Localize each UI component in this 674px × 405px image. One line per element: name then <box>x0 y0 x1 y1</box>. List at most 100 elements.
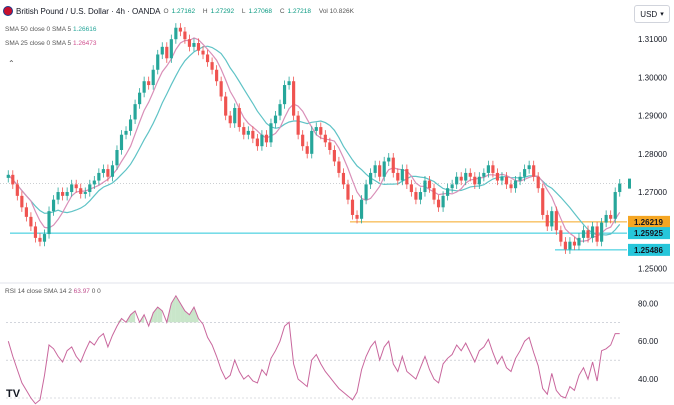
candle <box>110 160 115 182</box>
candle <box>590 221 595 243</box>
candle <box>486 160 490 178</box>
candle-body <box>446 188 450 196</box>
candle-body <box>29 216 33 227</box>
candle-body <box>106 169 110 177</box>
candle <box>269 118 273 147</box>
candle <box>373 160 377 178</box>
rsi-overbought-fill <box>130 310 136 323</box>
candle <box>74 179 78 193</box>
level-label-bg <box>628 227 670 240</box>
candle-body <box>246 130 250 135</box>
candle <box>595 221 599 247</box>
candle-body <box>61 192 65 196</box>
candle <box>201 46 205 60</box>
candle <box>169 34 173 63</box>
candle-body <box>409 184 413 193</box>
candle-body <box>196 43 201 51</box>
candle <box>119 130 124 155</box>
candle-body <box>459 176 463 181</box>
level-label-text: 1.25486 <box>634 246 663 255</box>
support-resistance-levels <box>0 183 627 251</box>
candle-body <box>414 192 418 200</box>
price-tick-label: 1.28000 <box>638 150 667 159</box>
currency-selector[interactable]: USD ▾ <box>634 5 670 23</box>
candle-body <box>468 172 472 177</box>
candle <box>491 160 495 178</box>
candle-body <box>396 172 400 181</box>
candle <box>260 130 264 151</box>
tradingview-logo-icon[interactable]: TV <box>6 388 21 400</box>
candle <box>355 210 359 224</box>
candle <box>47 206 51 239</box>
candle-body <box>187 39 192 47</box>
ohlc-close: C 1.27218 <box>279 7 312 15</box>
candle <box>359 195 364 224</box>
candle-body <box>495 172 500 181</box>
candle <box>323 130 327 147</box>
price-tick-label: 1.29000 <box>638 112 667 121</box>
candle <box>337 156 341 178</box>
candle-body <box>604 214 608 223</box>
candle <box>382 156 386 182</box>
rsi-axis[interactable]: 80.00 60.00 40.00 <box>638 299 659 384</box>
price-tick-label: 1.27000 <box>638 188 667 197</box>
price-tick-label: 1.30000 <box>638 73 667 82</box>
chevron-up-icon[interactable]: ⌃ <box>8 59 15 68</box>
sma50-value: 1.26616 <box>72 26 97 33</box>
candle-body <box>572 241 577 246</box>
rsi-extra: 0 0 <box>91 288 101 295</box>
candle-body <box>115 150 119 166</box>
candle <box>613 187 617 224</box>
candle <box>550 206 554 232</box>
candle-body <box>183 31 187 40</box>
candle <box>418 187 423 205</box>
candle-body <box>436 199 441 208</box>
candle-body <box>455 176 459 185</box>
rsi-legend[interactable]: RSI 14 close SMA 14 2 63.97 0 0 <box>5 288 101 295</box>
symbol-title[interactable]: British Pound / U.S. Dollar · 4h · OANDA <box>16 6 161 16</box>
sma50-legend[interactable]: SMA 50 close 0 SMA 5 1.26616 <box>5 26 96 33</box>
candle-body <box>504 176 509 185</box>
rsi-overbought-fill <box>148 312 154 323</box>
candle-body <box>450 184 454 189</box>
candle-body <box>201 50 205 55</box>
candle-body <box>233 107 237 124</box>
candle <box>446 183 450 201</box>
candle <box>128 114 133 136</box>
candle-body <box>282 85 287 105</box>
candle-body <box>20 195 24 208</box>
candle-body <box>319 127 323 135</box>
candle-body <box>482 172 486 177</box>
candle <box>296 111 300 140</box>
candle <box>346 179 350 205</box>
candle <box>88 179 92 197</box>
candle <box>350 195 355 220</box>
candle-body <box>278 104 282 116</box>
candle <box>70 179 74 197</box>
candle <box>61 187 65 201</box>
candle-body <box>382 161 386 177</box>
candle-body <box>215 69 219 82</box>
candle <box>246 126 250 140</box>
candle <box>536 172 540 193</box>
rsi-tick-label: 60.00 <box>638 337 659 346</box>
candle <box>545 210 549 232</box>
rsi-tick-label: 40.00 <box>638 375 659 384</box>
sma25-legend[interactable]: SMA 25 close 0 SMA 5 1.26473 <box>5 40 96 47</box>
candle-body <box>165 46 169 59</box>
candle <box>273 111 278 128</box>
candle-body <box>332 150 336 162</box>
candle-body <box>590 226 595 238</box>
candle <box>79 183 83 199</box>
candle-body <box>33 226 38 238</box>
chart-header: British Pound / U.S. Dollar · 4h · OANDA… <box>3 6 357 16</box>
level-labels: 1.26219 1.25925 1.25486 <box>628 215 670 256</box>
candle <box>441 191 445 212</box>
candle <box>29 212 33 232</box>
price-axis[interactable]: 1.31000 1.30000 1.29000 1.28000 1.27000 1.250… <box>628 35 667 273</box>
candle-body <box>364 184 368 200</box>
candle <box>187 34 192 52</box>
candle-body <box>242 127 246 135</box>
candle <box>101 164 105 178</box>
